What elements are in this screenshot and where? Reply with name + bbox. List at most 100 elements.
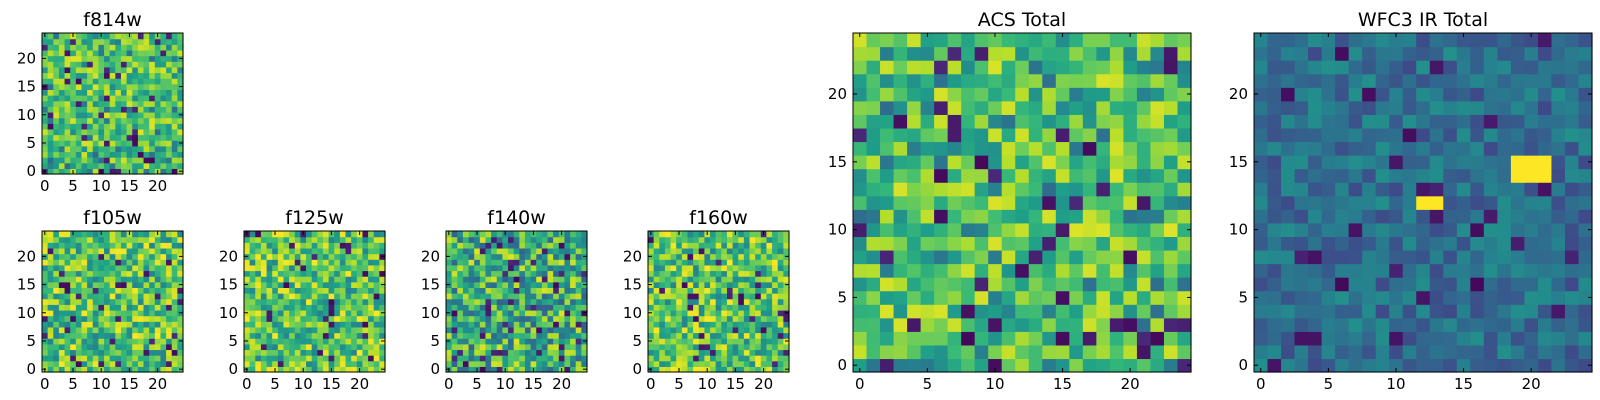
heatmap-cell (334, 309, 341, 317)
heatmap-cell (558, 315, 566, 322)
heatmap-cell (755, 321, 762, 328)
heatmap-cell (75, 338, 83, 345)
heatmap-cell (109, 343, 116, 351)
heatmap-cell (160, 355, 167, 362)
heatmap-cell (171, 253, 178, 260)
heatmap-cell (137, 168, 145, 175)
heatmap-cell (70, 242, 77, 249)
heatmap-cell (496, 360, 503, 367)
heatmap-cell (1028, 236, 1043, 251)
heatmap-cell (345, 355, 352, 362)
heatmap-cell (249, 343, 256, 351)
heatmap-cell (947, 100, 962, 115)
heatmap-cell (64, 55, 71, 62)
heatmap-cell (1335, 304, 1350, 319)
heatmap-cell (1497, 249, 1512, 265)
heatmap-cell (339, 298, 347, 305)
heatmap-cell (1096, 344, 1111, 360)
heatmap-cell (92, 100, 99, 107)
heatmap-cell (893, 317, 908, 332)
heatmap-cell (368, 231, 375, 238)
heatmap-cell (853, 344, 868, 360)
heatmap-cell (1348, 263, 1363, 278)
heatmap-cell (154, 321, 162, 328)
heatmap-cell (58, 162, 66, 169)
heatmap-cell (109, 151, 116, 158)
heatmap-cell (1429, 263, 1444, 278)
heatmap-cell (126, 134, 133, 141)
y-tick-label: 20 (219, 247, 238, 265)
heatmap-cell (362, 259, 369, 266)
heatmap-cell (704, 264, 711, 272)
heatmap-cell (1015, 155, 1030, 170)
heatmap-cell (166, 293, 173, 300)
heatmap-cell (126, 128, 133, 136)
heatmap-cell (272, 259, 279, 266)
heatmap-cell (47, 66, 54, 74)
heatmap-cell (853, 168, 868, 183)
heatmap-cell (64, 168, 71, 175)
heatmap-cell (715, 259, 722, 266)
heatmap-cell (920, 317, 935, 332)
heatmap-cell (1150, 155, 1165, 170)
heatmap-cell (149, 309, 156, 317)
heatmap-cell (988, 155, 1003, 170)
heatmap-cell (1537, 114, 1553, 129)
heatmap-cell (64, 128, 71, 136)
heatmap-cell (149, 128, 156, 136)
y-tick-label: 10 (219, 304, 238, 322)
heatmap-cell (710, 276, 717, 283)
heatmap-cell (115, 366, 122, 373)
heatmap-cell (47, 349, 54, 356)
heatmap-cell (53, 33, 60, 40)
heatmap-cell (1564, 263, 1580, 278)
heatmap-cell (362, 366, 369, 373)
heatmap-cell (126, 332, 133, 339)
heatmap-cell (479, 264, 487, 272)
heatmap-cell (356, 355, 364, 362)
heatmap-cell (777, 264, 784, 272)
heatmap-cell (974, 331, 989, 346)
heatmap-cell (283, 242, 290, 249)
heatmap-cell (1001, 141, 1016, 156)
heatmap-cell (1362, 114, 1377, 129)
heatmap-cell (1564, 33, 1580, 48)
heatmap-cell (558, 309, 566, 317)
heatmap-cell (1321, 317, 1336, 332)
heatmap-cell (502, 304, 509, 311)
heatmap-cell (272, 287, 279, 294)
heatmap-cell (351, 326, 358, 334)
heatmap-cell (1335, 182, 1350, 197)
heatmap-cell (648, 304, 655, 311)
heatmap-cell (570, 360, 577, 367)
heatmap-cell (893, 46, 908, 61)
heatmap-cell (104, 242, 111, 249)
heatmap-cell (1483, 331, 1498, 346)
heatmap-cell (92, 332, 99, 339)
heatmap-cell (255, 259, 262, 266)
heatmap-cell (1281, 195, 1296, 210)
heatmap-cell (1470, 263, 1485, 278)
heatmap-cell (732, 349, 739, 356)
heatmap-cell (92, 242, 99, 249)
heatmap-cell (311, 287, 318, 294)
heatmap-cell (659, 321, 666, 328)
heatmap-cell (1443, 73, 1458, 88)
heatmap-cell (1015, 141, 1030, 156)
heatmap-cell (502, 236, 509, 243)
heatmap-cell (47, 162, 54, 169)
y-tick-label: 0 (26, 360, 36, 378)
heatmap-cell (104, 55, 111, 62)
heatmap-cell (536, 343, 543, 351)
heatmap-cell (345, 321, 352, 328)
heatmap-cell (149, 253, 156, 260)
heatmap-cell (687, 264, 694, 272)
heatmap-cell (311, 326, 318, 334)
heatmap-cell (109, 117, 116, 124)
heatmap-cell (446, 298, 453, 305)
heatmap-cell (70, 332, 77, 339)
heatmap-cell (1163, 33, 1179, 48)
heatmap-cell (64, 236, 71, 243)
heatmap-cell (1069, 155, 1084, 170)
heatmap-cell (721, 281, 728, 288)
